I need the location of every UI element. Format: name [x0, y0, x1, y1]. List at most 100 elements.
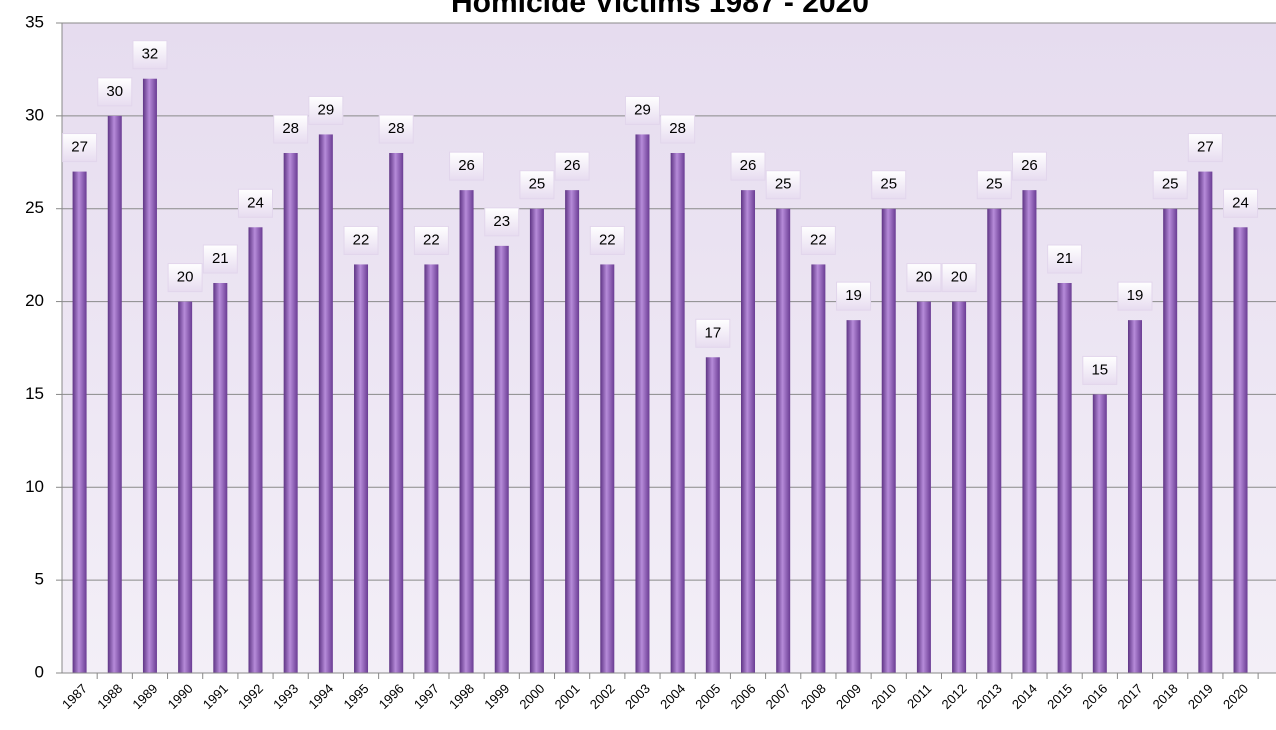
- data-label-box: [765, 170, 801, 200]
- data-label-box: [1187, 133, 1223, 163]
- data-label: 26: [458, 157, 475, 174]
- bar: [1127, 320, 1142, 673]
- chart-title: Homicide Victims 1987 - 2020: [451, 0, 869, 19]
- data-label: 28: [669, 120, 686, 137]
- data-label-box: [730, 151, 766, 181]
- bar: [318, 134, 333, 673]
- x-tick-label: 1992: [235, 681, 266, 712]
- data-label: 32: [142, 46, 159, 63]
- data-label: 27: [71, 139, 88, 156]
- data-label: 22: [353, 231, 370, 248]
- x-tick-label: 2019: [1185, 681, 1216, 712]
- data-label-box: [1011, 151, 1047, 181]
- x-tick-label: 1996: [376, 681, 407, 712]
- data-label: 26: [564, 157, 581, 174]
- bar: [1198, 171, 1213, 674]
- data-label: 26: [740, 157, 757, 174]
- data-label-box: [449, 151, 485, 181]
- y-tick-label: 35: [25, 12, 44, 31]
- x-tick-label: 2014: [1009, 681, 1040, 712]
- data-label: 19: [845, 287, 862, 304]
- bar: [1163, 208, 1178, 673]
- data-label-box: [378, 114, 414, 144]
- bar: [107, 115, 122, 674]
- data-label: 28: [388, 120, 405, 137]
- data-label-box: [624, 95, 660, 125]
- data-label-box: [484, 207, 520, 237]
- y-tick-label: 20: [25, 291, 44, 310]
- data-label-box: [660, 114, 696, 144]
- x-tick-label: 1989: [129, 681, 160, 712]
- bar: [705, 357, 720, 673]
- bar: [72, 171, 87, 674]
- data-label-box: [554, 151, 590, 181]
- data-label: 28: [282, 120, 299, 137]
- data-label-box: [589, 225, 625, 255]
- x-tick-label: 2020: [1220, 681, 1251, 712]
- x-tick-label: 2015: [1044, 681, 1075, 712]
- data-label: 25: [986, 176, 1003, 193]
- bar: [987, 208, 1002, 673]
- data-label: 22: [810, 231, 827, 248]
- data-label-box: [836, 281, 872, 311]
- x-tick-label: 1997: [411, 681, 442, 712]
- data-label-box: [1223, 188, 1259, 218]
- x-tick-label: 2010: [868, 681, 899, 712]
- x-tick-label: 2000: [516, 681, 547, 712]
- data-label: 25: [775, 176, 792, 193]
- x-tick-label: 2004: [657, 681, 688, 712]
- data-label-box: [62, 133, 98, 163]
- x-tick-label: 1994: [305, 681, 336, 712]
- x-tick-label: 1999: [481, 681, 512, 712]
- data-label: 24: [247, 194, 264, 211]
- bar: [389, 153, 404, 673]
- bar: [952, 301, 967, 673]
- x-tick-label: 1988: [94, 681, 125, 712]
- data-label-box: [1117, 281, 1153, 311]
- y-tick-label: 10: [25, 477, 44, 496]
- x-tick-label: 2002: [587, 681, 618, 712]
- data-label-box: [1047, 244, 1083, 274]
- data-label: 23: [493, 213, 510, 230]
- x-tick-label: 1991: [200, 681, 231, 712]
- x-tick-label: 2008: [798, 681, 829, 712]
- y-tick-label: 5: [35, 570, 44, 589]
- data-label: 22: [599, 231, 616, 248]
- bar: [424, 264, 439, 673]
- data-label: 21: [212, 250, 229, 267]
- data-label: 21: [1056, 250, 1073, 267]
- x-tick-label: 2017: [1114, 681, 1145, 712]
- data-label: 29: [634, 101, 651, 118]
- x-tick-label: 1995: [341, 681, 372, 712]
- data-label-box: [695, 318, 731, 348]
- data-label: 25: [1162, 176, 1179, 193]
- x-tick-label: 2009: [833, 681, 864, 712]
- bar: [565, 190, 580, 673]
- bar: [1022, 190, 1037, 673]
- bar: [846, 320, 861, 673]
- data-label: 20: [177, 269, 194, 286]
- data-label-box: [906, 263, 942, 293]
- y-tick-label: 15: [25, 384, 44, 403]
- data-label-box: [132, 40, 168, 70]
- bar: [776, 208, 791, 673]
- x-tick-label: 2001: [552, 681, 583, 712]
- data-label: 20: [951, 269, 968, 286]
- data-label-box: [237, 188, 273, 218]
- data-label: 30: [106, 83, 123, 100]
- data-label-box: [1082, 355, 1118, 385]
- x-tick-label: 2016: [1079, 681, 1110, 712]
- data-label: 25: [880, 176, 897, 193]
- data-label: 25: [529, 176, 546, 193]
- data-label-box: [167, 263, 203, 293]
- data-label-box: [202, 244, 238, 274]
- x-tick-label: 2012: [939, 681, 970, 712]
- bar: [811, 264, 826, 673]
- data-label-box: [519, 170, 555, 200]
- bar: [283, 153, 298, 673]
- bar: [1057, 283, 1072, 673]
- data-label-box: [273, 114, 309, 144]
- y-tick-label: 0: [35, 662, 44, 681]
- data-label-box: [97, 77, 133, 107]
